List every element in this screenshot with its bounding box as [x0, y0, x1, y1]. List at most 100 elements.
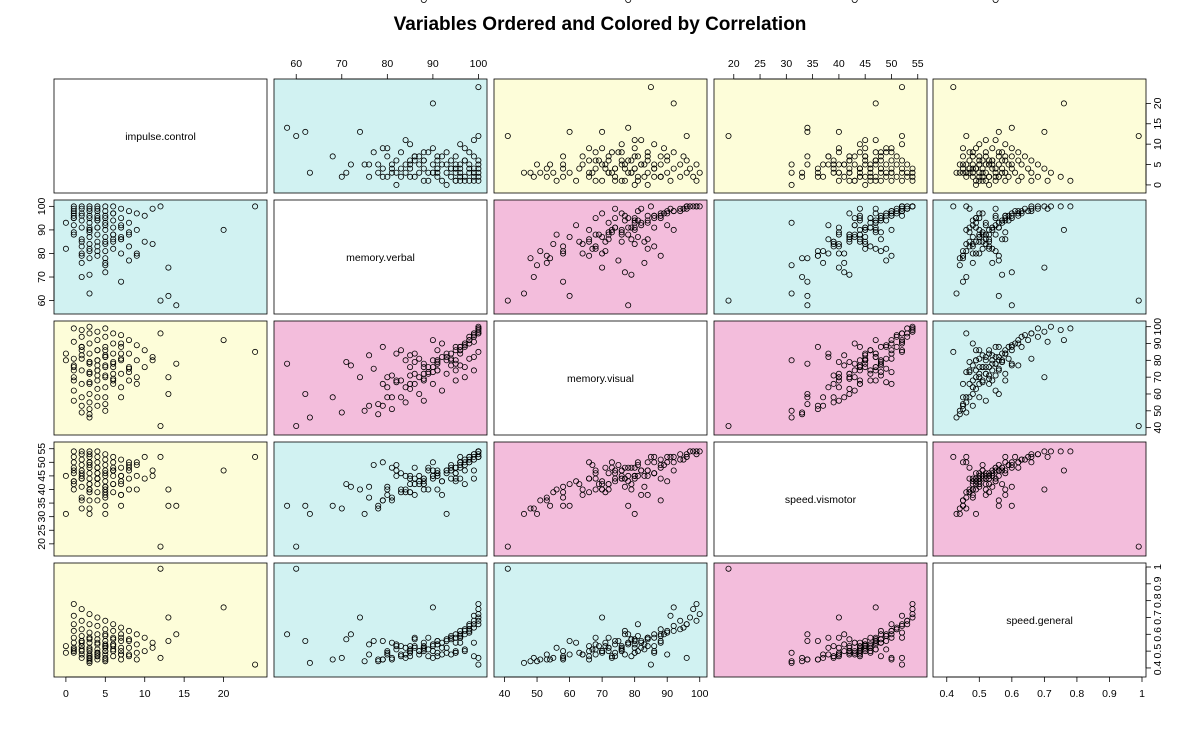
data-point [347, 362, 354, 369]
data-point [862, 245, 869, 252]
data-point [1008, 464, 1015, 471]
data-point [651, 141, 658, 148]
data-point [872, 137, 879, 144]
data-point [814, 343, 821, 350]
data-point [126, 638, 133, 645]
data-point [420, 481, 427, 488]
data-point [420, 364, 427, 371]
data-point [621, 269, 628, 276]
data-point [999, 169, 1006, 176]
data-point [118, 648, 125, 655]
data-point [909, 177, 916, 184]
data-point [851, 233, 858, 240]
data-point [680, 153, 687, 160]
data-point [657, 212, 664, 219]
data-point [173, 360, 180, 367]
data-point [973, 374, 980, 381]
data-point [443, 370, 450, 377]
data-point [102, 631, 109, 638]
data-point [443, 357, 450, 364]
data-point [70, 387, 77, 394]
data-point [452, 478, 459, 485]
data-point [118, 491, 125, 498]
data-point [664, 210, 671, 217]
data-point [118, 236, 125, 243]
data-point [1015, 149, 1022, 156]
data-point [670, 226, 677, 233]
tick-label: 5 [102, 688, 108, 700]
data-point [86, 255, 93, 262]
data-point [608, 226, 615, 233]
data-point [872, 646, 879, 653]
tick-label: 0.9 [1152, 576, 1164, 591]
data-point [141, 648, 148, 655]
data-point [953, 169, 960, 176]
data-point [586, 489, 593, 496]
data-point [475, 165, 482, 172]
data-point [696, 203, 703, 210]
top-axis-memory.verbal: 60 70 80 90 100 [290, 58, 487, 80]
data-point [644, 157, 651, 164]
data-point [799, 409, 806, 416]
data-point [1005, 161, 1012, 168]
data-point [118, 631, 125, 638]
data-point [284, 502, 291, 509]
data-point [904, 617, 911, 624]
data-point [366, 494, 373, 501]
data-point [982, 169, 989, 176]
data-point [625, 639, 632, 646]
data-point [992, 478, 999, 485]
data-point [804, 255, 811, 262]
data-point [338, 173, 345, 180]
data-point [687, 203, 694, 210]
data-point [1008, 210, 1015, 217]
top-axis-speed.vismotor: 20 25 30 35 40 45 50 55 [728, 58, 924, 80]
data-point [995, 367, 1002, 374]
data-point [126, 475, 133, 482]
data-point [618, 161, 625, 168]
data-point [429, 604, 436, 611]
data-point [102, 364, 109, 371]
tick-label: 35 [36, 497, 48, 509]
data-point [78, 394, 85, 401]
data-point [452, 343, 459, 350]
data-point [94, 337, 101, 344]
data-point [118, 278, 125, 285]
data-point [118, 205, 125, 212]
data-point [788, 161, 795, 168]
data-point [856, 141, 863, 148]
data-point [126, 350, 133, 357]
data-point [133, 374, 140, 381]
data-point [976, 161, 983, 168]
data-point [846, 169, 853, 176]
data-point [379, 343, 386, 350]
data-point [94, 243, 101, 250]
tick-label: 70 [1152, 371, 1164, 383]
tick-label: 45 [36, 470, 48, 482]
data-point [434, 358, 441, 365]
data-point [475, 621, 482, 628]
data-point [402, 472, 409, 479]
data-point [1018, 173, 1025, 180]
data-point [992, 173, 999, 180]
data-point [982, 472, 989, 479]
data-point [814, 169, 821, 176]
data-point [621, 631, 628, 638]
data-point [149, 353, 156, 360]
data-point [612, 215, 619, 222]
data-point [963, 494, 970, 501]
data-point [960, 502, 967, 509]
data-point [651, 649, 658, 656]
data-point [1067, 448, 1074, 455]
data-point [693, 161, 700, 168]
data-point [830, 643, 837, 650]
data-point [618, 646, 625, 653]
data-point [102, 641, 109, 648]
data-point [1008, 302, 1015, 309]
data-point [835, 224, 842, 231]
data-point [992, 137, 999, 144]
data-point [438, 177, 445, 184]
data-point [586, 226, 593, 233]
panel-memory.verbal-vs-speed.vismotor [713, 199, 928, 315]
data-point [475, 161, 482, 168]
